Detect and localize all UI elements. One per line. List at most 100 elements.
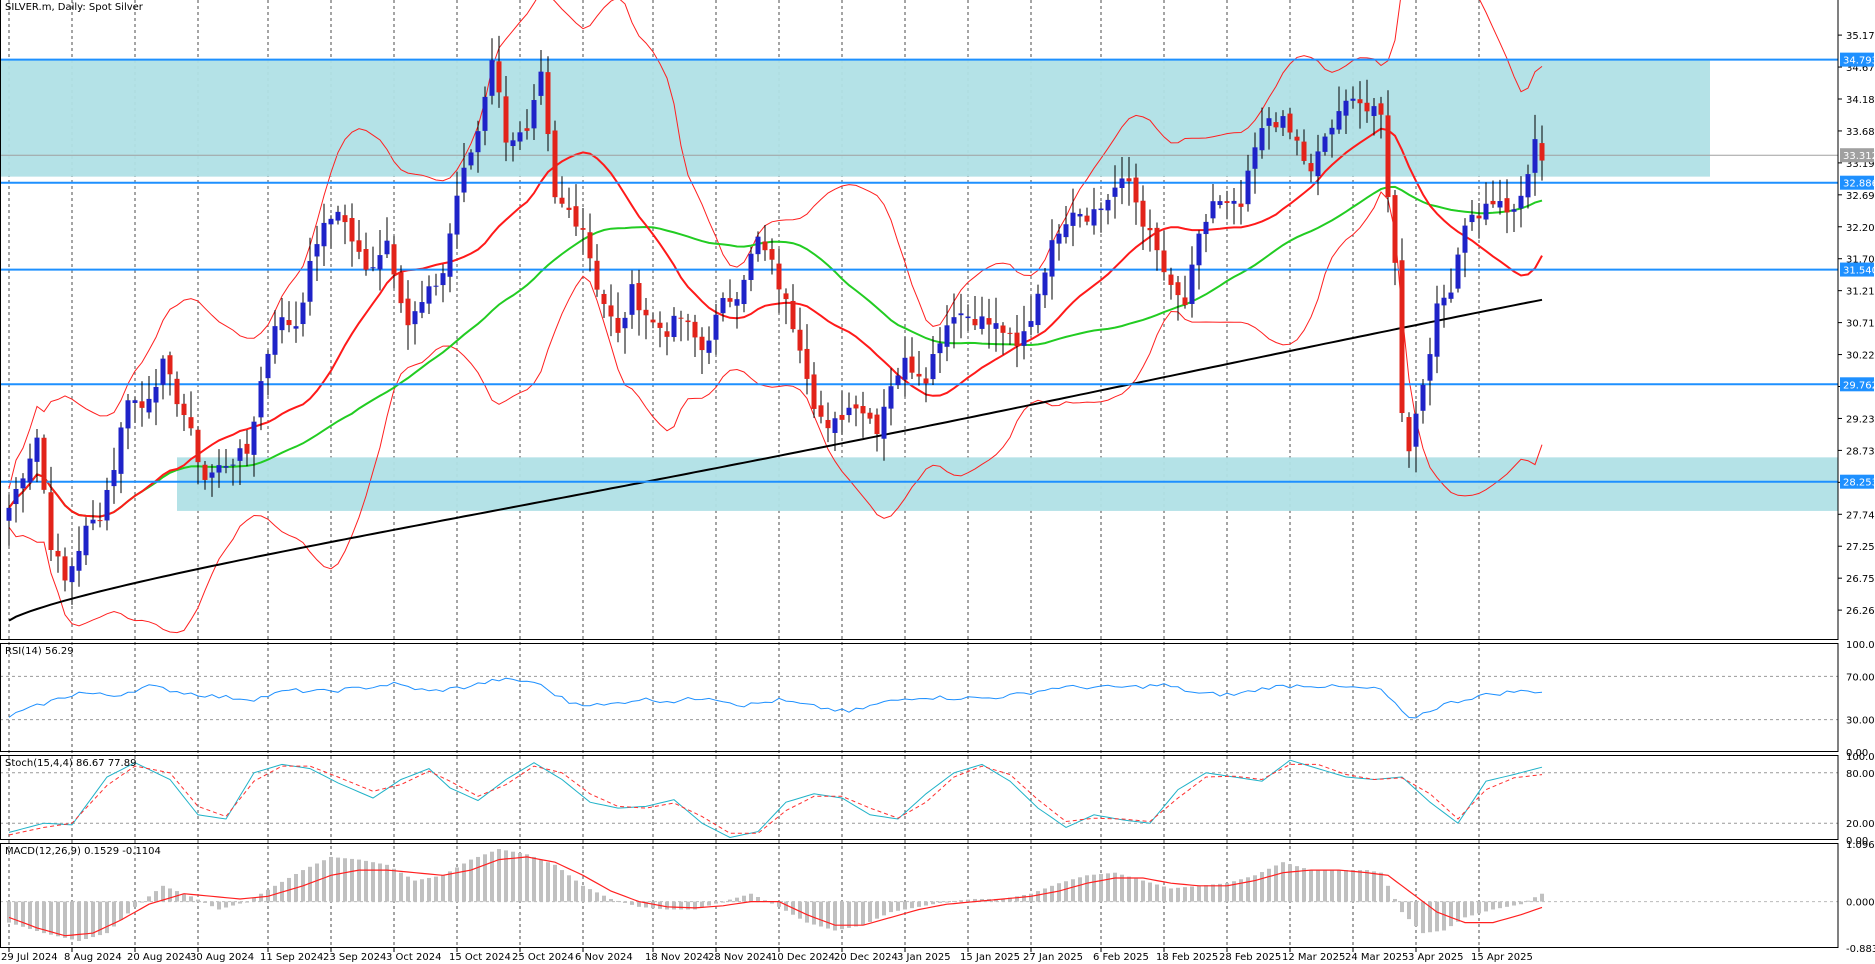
candle-body (1154, 227, 1160, 251)
macd-bar (98, 901, 102, 936)
candle (307, 237, 313, 316)
candle (909, 337, 915, 379)
macd-bar (700, 901, 704, 908)
level-tag (1840, 148, 1874, 163)
macd-bar (1232, 881, 1236, 902)
candle (1385, 90, 1391, 213)
time-tick-label: 30 Aug 2024 (190, 952, 254, 963)
candle (832, 411, 838, 452)
candle-body (762, 241, 768, 251)
candle (790, 284, 796, 333)
price-pane[interactable] (0, 0, 1838, 634)
macd-bar (357, 859, 361, 902)
candle-body (993, 323, 999, 329)
macd-bar (693, 901, 697, 910)
candle-body (552, 130, 558, 198)
candle-body (594, 260, 600, 290)
macd-bar (532, 856, 536, 902)
candle-body (1063, 224, 1069, 238)
candle-body (6, 507, 12, 521)
macd-title: MACD(12,26,9) 0.1529 -0.1104 (5, 846, 161, 857)
macd-bar (574, 880, 578, 902)
candle-body (1294, 136, 1300, 141)
macd-bar (7, 901, 11, 923)
stochastic-pane[interactable] (0, 759, 1838, 839)
candle (664, 322, 670, 356)
candle-body (1007, 332, 1013, 334)
candle (1175, 275, 1181, 321)
candle-body (573, 206, 579, 227)
candle (293, 301, 299, 343)
candle-body (132, 400, 138, 403)
time-tick-label: 18 Feb 2025 (1156, 952, 1218, 963)
candle-body (720, 298, 726, 314)
candle-body (265, 353, 271, 379)
candle-body (1147, 228, 1153, 231)
candle (111, 447, 117, 504)
bollinger-lower (8, 191, 1543, 634)
candle (1504, 179, 1510, 234)
macd-bar (553, 864, 557, 902)
candle (748, 246, 754, 292)
candle-body (1315, 151, 1321, 177)
macd-bar (126, 901, 130, 914)
candle-body (944, 325, 950, 347)
time-tick-label: 18 Nov 2024 (645, 952, 709, 963)
pane-border (0, 843, 1839, 948)
candle-body (986, 318, 992, 325)
candle (1294, 129, 1300, 156)
macd-bar (728, 899, 732, 902)
candle-body (853, 404, 859, 409)
candle-body (895, 375, 901, 386)
macd-bar (651, 901, 655, 909)
candle (104, 477, 110, 531)
candle (1420, 379, 1426, 424)
candle (1063, 206, 1069, 244)
candle-body (111, 470, 117, 487)
time-tick-label: 6 Nov 2024 (575, 952, 633, 963)
level-tag (1840, 52, 1874, 67)
time-tick-label: 29 Jul 2024 (1, 952, 58, 963)
candle (412, 301, 418, 345)
candle (1455, 247, 1461, 293)
candle (41, 434, 47, 494)
candle (1210, 183, 1216, 224)
candle-body (286, 320, 292, 326)
macd-bar (1253, 875, 1257, 902)
candle-body (1224, 201, 1230, 203)
candle-body (412, 311, 418, 325)
macd-bar (196, 899, 200, 902)
macd-bar (1239, 879, 1243, 902)
macd-bar (798, 901, 802, 919)
candle-body (1385, 115, 1391, 198)
macd-bar (1281, 862, 1285, 902)
candle-body (335, 211, 341, 221)
candle (1469, 200, 1475, 231)
price-tick-label: 32.203 (1846, 223, 1875, 234)
candle-body (531, 100, 537, 129)
candle (650, 313, 656, 329)
candle (510, 132, 516, 162)
candle (1252, 132, 1258, 194)
candle-body (34, 437, 40, 462)
price-tick-label: 34.183 (1846, 95, 1875, 106)
candle (321, 203, 327, 267)
candle (1084, 207, 1090, 226)
rsi-pane[interactable] (0, 675, 1838, 721)
macd-bar (1351, 870, 1355, 902)
macd-bar (406, 876, 410, 902)
candle (1245, 154, 1251, 212)
candle-body (1245, 170, 1251, 205)
macd-bar (945, 901, 949, 903)
candle (1182, 275, 1188, 309)
candle-body (608, 305, 614, 317)
candle-body (454, 195, 460, 235)
candle (867, 407, 873, 424)
macd-bar (455, 867, 459, 902)
macd-pane[interactable] (0, 849, 1838, 941)
candle (335, 205, 341, 225)
candle-body (55, 550, 61, 557)
candle-body (202, 464, 208, 480)
macd-bar (1449, 901, 1453, 927)
macd-bar (917, 901, 921, 907)
